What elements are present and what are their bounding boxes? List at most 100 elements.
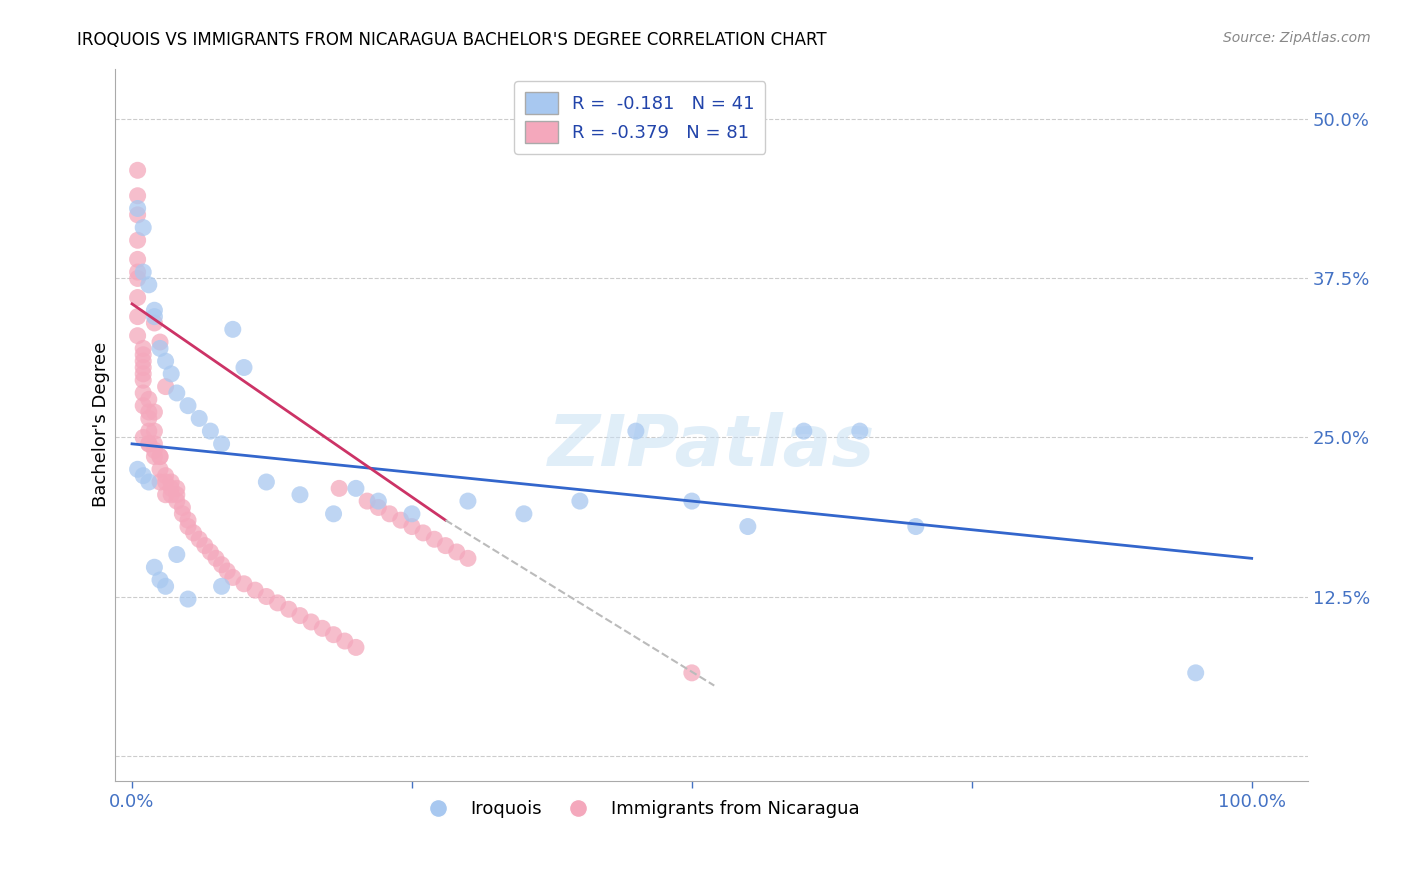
- Point: [367, 494, 389, 508]
- Point: [149, 475, 172, 489]
- Point: [127, 202, 149, 216]
- Point: [155, 379, 177, 393]
- Point: [299, 615, 322, 629]
- Point: [132, 360, 155, 375]
- Point: [172, 507, 194, 521]
- Point: [849, 424, 872, 438]
- Point: [288, 608, 311, 623]
- Point: [166, 482, 188, 496]
- Point: [681, 665, 703, 680]
- Point: [194, 539, 217, 553]
- Point: [166, 548, 188, 562]
- Point: [127, 208, 149, 222]
- Point: [127, 462, 149, 476]
- Point: [127, 291, 149, 305]
- Point: [277, 602, 299, 616]
- Point: [222, 570, 245, 584]
- Point: [143, 437, 166, 451]
- Point: [132, 265, 155, 279]
- Point: [149, 342, 172, 356]
- Point: [233, 576, 256, 591]
- Point: [904, 519, 927, 533]
- Point: [149, 450, 172, 464]
- Point: [401, 519, 423, 533]
- Point: [211, 437, 233, 451]
- Point: [446, 545, 468, 559]
- Point: [177, 399, 200, 413]
- Point: [160, 367, 183, 381]
- Point: [155, 579, 177, 593]
- Point: [378, 507, 401, 521]
- Point: [132, 386, 155, 401]
- Point: [344, 640, 367, 655]
- Point: [333, 634, 356, 648]
- Point: [200, 424, 222, 438]
- Y-axis label: Bachelor's Degree: Bachelor's Degree: [93, 343, 110, 508]
- Point: [188, 533, 211, 547]
- Point: [143, 405, 166, 419]
- Point: [127, 328, 149, 343]
- Point: [328, 482, 350, 496]
- Point: [423, 533, 446, 547]
- Point: [160, 475, 183, 489]
- Point: [149, 334, 172, 349]
- Point: [143, 310, 166, 324]
- Point: [222, 322, 245, 336]
- Point: [434, 539, 457, 553]
- Point: [177, 513, 200, 527]
- Point: [1184, 665, 1206, 680]
- Point: [211, 579, 233, 593]
- Point: [457, 551, 479, 566]
- Point: [143, 560, 166, 574]
- Point: [132, 367, 155, 381]
- Point: [737, 519, 759, 533]
- Point: [127, 233, 149, 247]
- Point: [127, 188, 149, 202]
- Point: [132, 348, 155, 362]
- Point: [132, 468, 155, 483]
- Point: [166, 494, 188, 508]
- Point: [132, 220, 155, 235]
- Point: [211, 558, 233, 572]
- Point: [138, 475, 160, 489]
- Point: [127, 265, 149, 279]
- Point: [149, 573, 172, 587]
- Point: [254, 590, 277, 604]
- Point: [177, 592, 200, 607]
- Point: [412, 525, 434, 540]
- Point: [138, 437, 160, 451]
- Point: [254, 475, 277, 489]
- Point: [132, 430, 155, 444]
- Point: [266, 596, 288, 610]
- Point: [127, 252, 149, 267]
- Point: [132, 342, 155, 356]
- Point: [389, 513, 412, 527]
- Point: [624, 424, 647, 438]
- Point: [311, 621, 333, 635]
- Point: [138, 437, 160, 451]
- Point: [288, 488, 311, 502]
- Point: [200, 545, 222, 559]
- Point: [127, 310, 149, 324]
- Point: [233, 360, 256, 375]
- Point: [143, 316, 166, 330]
- Point: [138, 411, 160, 425]
- Point: [188, 411, 211, 425]
- Point: [243, 583, 266, 598]
- Point: [322, 628, 344, 642]
- Point: [138, 424, 160, 438]
- Legend: Iroquois, Immigrants from Nicaragua: Iroquois, Immigrants from Nicaragua: [413, 793, 868, 825]
- Point: [127, 271, 149, 285]
- Point: [172, 500, 194, 515]
- Point: [138, 392, 160, 407]
- Point: [793, 424, 815, 438]
- Point: [401, 507, 423, 521]
- Point: [155, 468, 177, 483]
- Point: [367, 500, 389, 515]
- Point: [143, 443, 166, 458]
- Point: [155, 475, 177, 489]
- Point: [149, 462, 172, 476]
- Point: [568, 494, 591, 508]
- Point: [166, 488, 188, 502]
- Point: [160, 482, 183, 496]
